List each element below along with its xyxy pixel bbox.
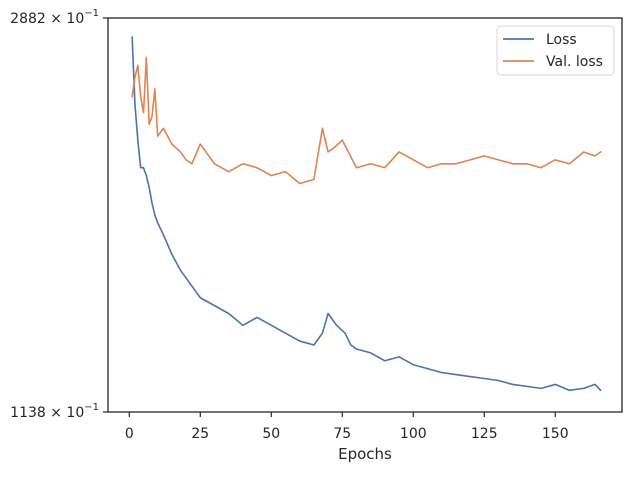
x-axis-ticks: 0 25 50 75 100 125 150 (125, 412, 569, 442)
x-tick-label: 75 (333, 426, 351, 442)
legend: Loss Val. loss (496, 25, 615, 76)
x-tick-label: 100 (400, 426, 427, 442)
legend-label-val-loss: Val. loss (546, 54, 603, 70)
legend-label-loss: Loss (546, 32, 577, 48)
x-tick-label: 150 (542, 426, 569, 442)
x-tick-label: 125 (471, 426, 498, 442)
series-line-loss (131, 36, 602, 392)
x-tick-label: 25 (191, 426, 209, 442)
x-tick-label: 50 (262, 426, 280, 442)
y-axis-ticks: 2882 × 10−1 1138 × 10−1 (10, 8, 108, 421)
axes-frame (107, 17, 623, 413)
y-tick-label: 1138 × 10−1 (10, 402, 99, 421)
series-lines (131, 36, 602, 392)
x-axis-title: Epochs (338, 445, 392, 463)
x-tick-label: 0 (125, 426, 134, 442)
series-line-val-loss (131, 56, 602, 185)
y-tick-label: 2882 × 10−1 (10, 8, 99, 27)
